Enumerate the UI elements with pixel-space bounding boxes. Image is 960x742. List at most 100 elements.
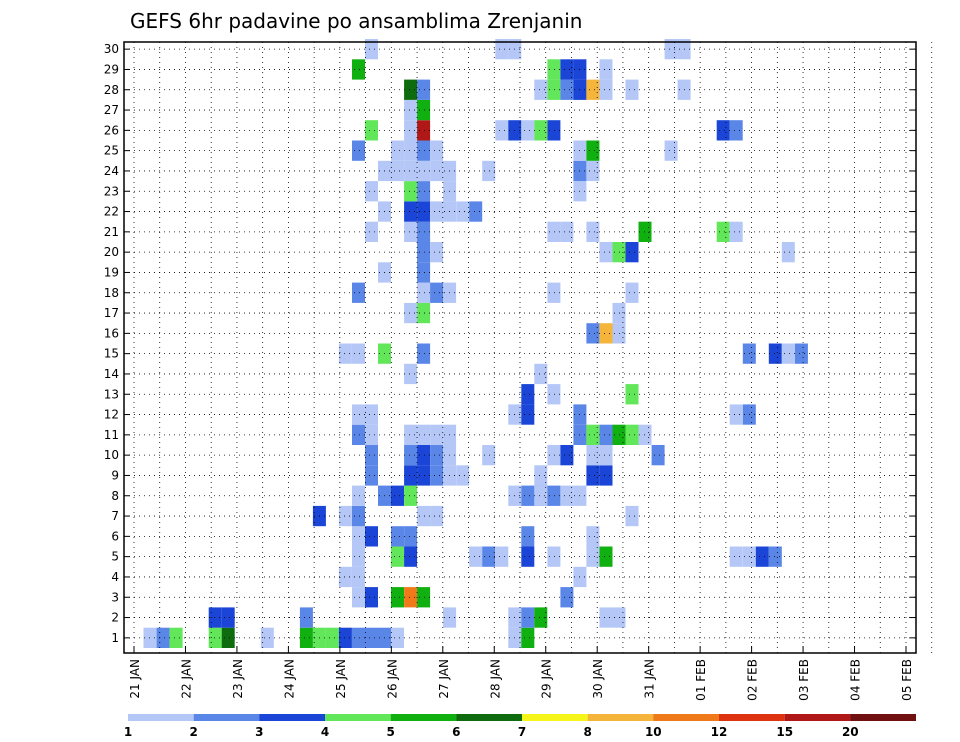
heatmap-cell xyxy=(352,424,365,445)
x-tick-label: 01 FEB xyxy=(694,659,708,701)
heatmap-cell xyxy=(716,221,730,242)
heatmap-cell xyxy=(768,546,782,567)
colorbar-label: 20 xyxy=(842,725,859,739)
heatmap-cell xyxy=(365,120,378,141)
heatmap-cell xyxy=(417,242,431,263)
heatmap-cell xyxy=(625,282,639,303)
heatmap-cell xyxy=(417,99,431,121)
colorbar-segment xyxy=(390,714,457,721)
x-tick-label: 21 JAN xyxy=(128,659,142,699)
heatmap-cell xyxy=(586,546,600,567)
heatmap-cell xyxy=(169,627,183,648)
y-tick-label: 14 xyxy=(104,367,119,381)
heatmap-cell xyxy=(482,445,496,466)
heatmap-cell xyxy=(404,526,418,547)
heatmap-cell xyxy=(599,465,613,486)
heatmap-cell xyxy=(534,465,548,486)
heatmap-cell xyxy=(352,485,365,506)
heatmap-cell xyxy=(547,485,561,506)
colorbar-segment xyxy=(325,714,391,721)
heatmap-cell xyxy=(430,424,444,445)
heatmap-cell xyxy=(156,627,170,648)
x-tick-label: 03 FEB xyxy=(797,659,811,701)
heatmap-cell xyxy=(599,323,613,344)
y-tick-label: 4 xyxy=(111,570,119,584)
heatmap-cell xyxy=(586,79,600,100)
heatmap-cell xyxy=(521,384,535,405)
heatmap-cell xyxy=(417,445,431,466)
heatmap-cell xyxy=(404,160,418,182)
heatmap-cell xyxy=(404,140,418,161)
colorbar-segment xyxy=(653,714,719,721)
y-tick-label: 20 xyxy=(104,245,119,259)
heatmap-cell xyxy=(352,546,365,567)
heatmap-cell xyxy=(417,505,431,527)
heatmap-cell xyxy=(352,343,365,364)
heatmap-cell xyxy=(404,181,418,202)
heatmap-cell xyxy=(651,445,665,466)
colorbar-segment xyxy=(259,714,325,721)
colorbar-segment xyxy=(587,714,654,721)
heatmap-cell xyxy=(352,59,365,80)
heatmap-cell xyxy=(560,59,574,80)
heatmap-cell xyxy=(260,627,274,648)
heatmap-cell xyxy=(625,242,639,263)
heatmap-cell xyxy=(404,465,418,486)
heatmap-cell xyxy=(716,120,730,141)
heatmap-cell xyxy=(599,607,613,628)
y-tick-label: 5 xyxy=(111,550,119,564)
heatmap-cell xyxy=(547,221,561,242)
heatmap-cell xyxy=(365,181,378,202)
heatmap-cell xyxy=(430,282,444,303)
heatmap-cell xyxy=(299,607,313,628)
heatmap-cell xyxy=(586,526,600,547)
x-tick-label: 04 FEB xyxy=(849,659,863,701)
y-tick-label: 27 xyxy=(104,103,119,117)
heatmap-cell xyxy=(338,627,352,648)
heatmap-cell xyxy=(352,627,365,648)
colorbar-legend: 1 2 3 4 5 6 7 8 10 12 15 20 xyxy=(124,714,916,739)
heatmap-cell xyxy=(534,120,548,141)
heatmap-cell xyxy=(586,465,600,486)
x-tick-label: 02 FEB xyxy=(746,659,760,701)
colorbar-segment xyxy=(456,714,522,721)
heatmap-cell xyxy=(365,445,378,466)
x-tick-label: 30 JAN xyxy=(591,659,605,699)
y-tick-label: 6 xyxy=(111,529,119,543)
heatmap-cell xyxy=(781,242,795,263)
heatmap-cell xyxy=(404,79,418,100)
heatmap-cell xyxy=(352,404,365,425)
heatmap-cell xyxy=(299,627,313,648)
heatmap-cell xyxy=(625,505,639,527)
heatmap-cell xyxy=(625,424,639,445)
y-tick-label: 1 xyxy=(111,631,119,645)
heatmap-cell xyxy=(586,424,600,445)
heatmap-cell xyxy=(365,39,378,60)
colorbar-label: 4 xyxy=(321,725,329,739)
heatmap-cell xyxy=(599,59,613,80)
heatmap-cell xyxy=(586,221,600,242)
y-tick-label: 3 xyxy=(111,590,119,604)
heatmap-cell xyxy=(352,566,365,588)
heatmap-cell xyxy=(352,140,365,161)
heatmap-cell xyxy=(208,627,222,648)
heatmap-cell xyxy=(417,181,431,202)
heatmap-cell xyxy=(664,39,678,60)
heatmap-cell xyxy=(755,546,769,567)
heatmap-cell xyxy=(417,140,431,161)
heatmap-cell xyxy=(768,343,782,364)
x-tick-label: 26 JAN xyxy=(385,659,399,699)
y-axis: 1234567891011121314151617181920212223242… xyxy=(104,42,916,645)
heatmap-cell xyxy=(365,526,378,547)
heatmap-cell xyxy=(404,302,418,324)
heatmap-cell xyxy=(430,465,444,486)
y-tick-label: 11 xyxy=(104,428,119,442)
heatmap-cell xyxy=(404,587,418,608)
colorbar-label: 10 xyxy=(645,725,662,739)
heatmap-cell xyxy=(495,546,509,567)
heatmap-cell xyxy=(417,302,431,324)
heatmap-cell xyxy=(729,546,743,567)
heatmap-cell xyxy=(417,160,431,182)
heatmap-cell xyxy=(221,627,235,648)
